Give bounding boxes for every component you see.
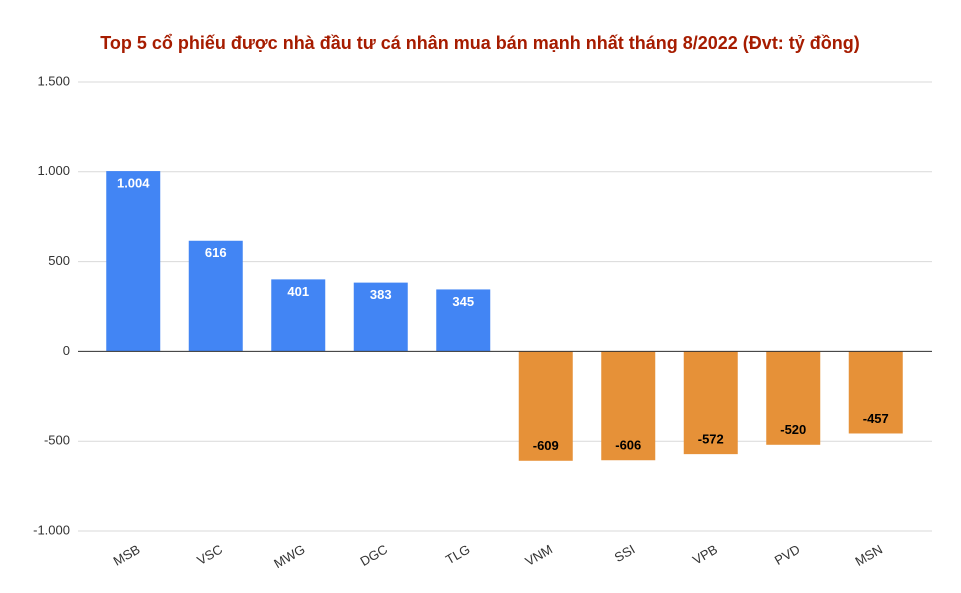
value-label: -520 [780, 422, 806, 437]
y-tick-label: 0 [63, 343, 70, 358]
value-label: -606 [615, 438, 641, 453]
value-label: -572 [698, 432, 724, 447]
bar [518, 351, 573, 461]
value-label: 345 [452, 294, 474, 309]
bar [271, 279, 326, 352]
value-label: 401 [287, 284, 309, 299]
bar [106, 171, 161, 352]
x-tick-label: MSN [852, 542, 885, 569]
y-tick-label: 1.000 [37, 163, 70, 178]
chart-title: Top 5 cổ phiếu được nhà đầu tư cá nhân m… [100, 33, 860, 53]
y-tick-label: 1.500 [37, 73, 70, 88]
x-tick-label: PVD [772, 542, 803, 568]
x-tick-label: SSI [612, 542, 638, 565]
value-label: -609 [533, 438, 559, 453]
bar [353, 282, 408, 352]
x-tick-label: MWG [271, 542, 307, 572]
bar [683, 351, 738, 455]
y-tick-label: 500 [48, 253, 70, 268]
value-label: 1.004 [117, 176, 150, 191]
x-tick-label: VPB [690, 542, 720, 568]
bar [766, 351, 821, 445]
bar [848, 351, 903, 434]
value-label: 383 [370, 287, 392, 302]
bar [601, 351, 656, 461]
x-tick-label: MSB [111, 542, 143, 569]
bar [436, 289, 491, 352]
x-tick-label: VNM [522, 542, 555, 569]
y-tick-label: -1.000 [33, 522, 70, 537]
value-label: 616 [205, 245, 227, 260]
value-label: -457 [863, 411, 889, 426]
x-tick-label: VSC [194, 542, 225, 568]
y-tick-label: -500 [44, 433, 70, 448]
x-tick-label: TLG [443, 542, 472, 568]
x-tick-label: DGC [357, 542, 390, 569]
bar [188, 240, 243, 352]
